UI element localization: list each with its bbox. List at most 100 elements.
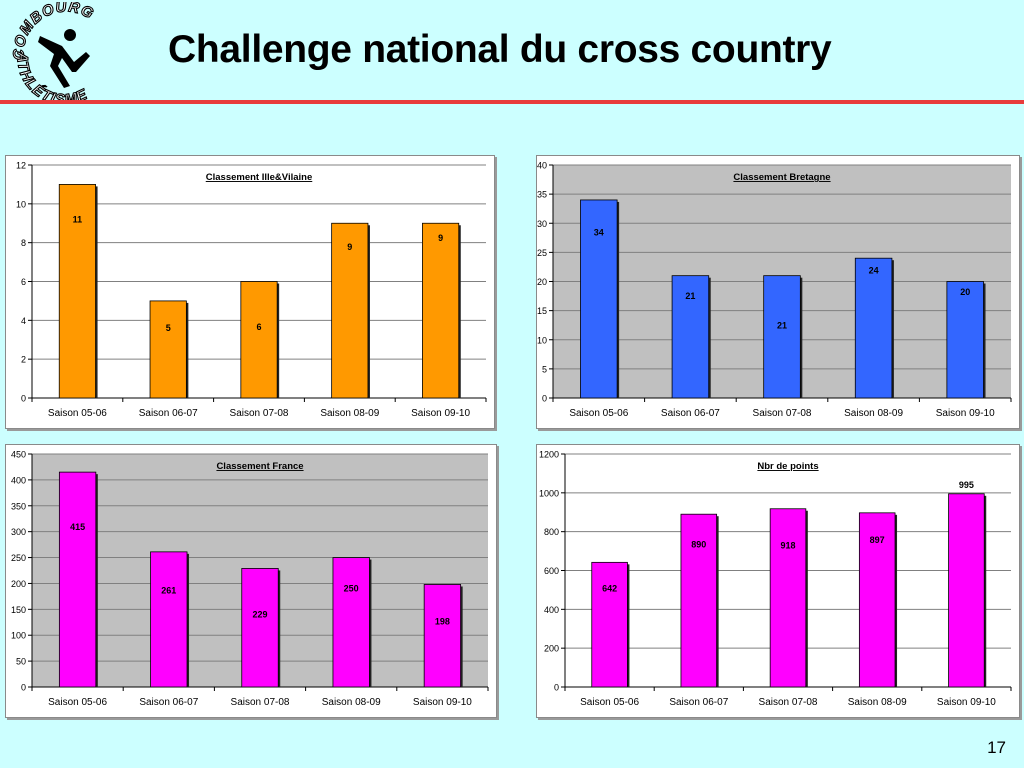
data-label: 261 [161,586,176,596]
bar [241,568,279,688]
bar [763,275,801,399]
data-label: 6 [256,322,261,332]
y-tick-label: 25 [537,248,547,258]
x-tick-label: Saison 05-06 [48,697,107,708]
y-tick-label: 800 [544,527,559,537]
bar [769,508,807,688]
x-tick-label: Saison 09-10 [411,408,470,419]
data-label: 34 [594,228,604,238]
data-label: 918 [780,540,795,550]
bar [946,281,984,399]
chart-svg: 0 50 100 150 200 250 300 350 400 450 415 Saison 05-… [11,450,489,708]
x-tick-label: Saison 06-07 [139,697,198,708]
x-tick-label: Saison 08-09 [322,697,381,708]
bar [858,512,896,688]
y-tick-label: 30 [537,219,547,229]
bar [580,199,618,399]
y-tick-label: 0 [21,683,26,693]
chart-svg: 0 2 4 6 8 10 12 11 Saison 05-06 5 Saison 06-07 6 Sai… [16,161,487,419]
y-tick-label: 10 [537,335,547,345]
data-label: 5 [166,323,171,333]
x-tick-label: Saison 06-07 [139,408,198,419]
y-tick-label: 350 [11,501,26,511]
x-tick-label: Saison 07-08 [230,408,289,419]
bar [854,257,893,399]
x-tick-label: Saison 05-06 [569,408,628,419]
y-tick-label: 0 [21,394,26,404]
y-tick-label: 1200 [539,450,559,460]
chart-svg: 0 200 400 600 800 1000 1200 642 Saison 05-06 890 S… [539,450,1012,708]
y-tick-label: 300 [11,527,26,537]
y-tick-label: 150 [11,605,26,615]
data-label: 995 [959,480,974,490]
y-tick-label: 10 [16,199,26,209]
x-tick-label: Saison 05-06 [48,408,107,419]
y-tick-label: 5 [542,364,547,374]
chart-points: 0 200 400 600 800 1000 1200 642 Saison 05-06 890 S… [536,444,1020,718]
x-tick-label: Saison 08-09 [844,408,903,419]
data-label: 21 [777,321,787,331]
y-tick-label: 1000 [539,488,559,498]
bar [680,513,718,688]
x-tick-label: Saison 09-10 [936,408,995,419]
x-tick-label: Saison 05-06 [580,697,639,708]
x-tick-label: Saison 08-09 [320,408,379,419]
y-tick-label: 600 [544,566,559,576]
y-tick-label: 2 [21,355,26,365]
y-tick-label: 35 [537,190,547,200]
y-tick-label: 20 [537,277,547,287]
chart-title: Classement Ille&Vilaine [206,172,313,183]
y-tick-label: 4 [21,316,26,326]
bar [58,471,97,688]
bar [422,222,460,399]
y-tick-label: 250 [11,553,26,563]
title-divider [0,100,1024,104]
bar [591,561,628,688]
bar [948,493,985,688]
chart-ille-vilaine: 0 2 4 6 8 10 12 11 Saison 05-06 5 Saison 06-07 6 Sai… [5,155,495,429]
data-label: 890 [691,540,706,550]
runner-icon [38,29,90,88]
club-logo: COMBOURG ATHLÉTISME [10,2,96,102]
y-tick-label: 50 [16,657,26,667]
bar [423,584,462,688]
data-label: 229 [252,609,267,619]
chart-france: 0 50 100 150 200 250 300 350 400 450 415 Saison 05-… [5,444,497,718]
bar [332,557,370,688]
y-tick-label: 12 [16,161,26,171]
y-tick-label: 6 [21,277,26,287]
data-label: 9 [347,242,352,252]
y-tick-label: 450 [11,450,26,460]
bar [58,184,96,399]
data-label: 897 [870,535,885,545]
chart-title: Nbr de points [757,461,818,472]
data-label: 642 [602,583,617,593]
y-tick-label: 0 [554,683,559,693]
data-label: 11 [73,215,83,225]
x-tick-label: Saison 09-10 [413,697,472,708]
data-label: 9 [438,233,443,243]
page-number: 17 [987,738,1006,757]
y-tick-label: 200 [544,644,559,654]
x-tick-label: Saison 07-08 [753,408,812,419]
data-label: 20 [960,287,970,297]
x-tick-label: Saison 08-09 [848,697,907,708]
bar [671,275,710,399]
data-label: 415 [70,522,85,532]
bar [149,300,187,399]
data-label: 21 [685,291,695,301]
data-label: 198 [435,616,450,626]
x-tick-label: Saison 06-07 [669,697,728,708]
bar [331,222,369,399]
x-tick-label: Saison 07-08 [759,697,818,708]
x-tick-label: Saison 06-07 [661,408,720,419]
y-tick-label: 15 [537,306,547,316]
y-tick-label: 200 [11,579,26,589]
data-label: 24 [869,265,879,275]
y-tick-label: 0 [542,394,547,404]
slide-title: Challenge national du cross country [168,28,832,71]
y-tick-label: 100 [11,631,26,641]
data-label: 250 [344,583,359,593]
bar [150,551,188,688]
chart-title: Classement France [216,461,303,472]
